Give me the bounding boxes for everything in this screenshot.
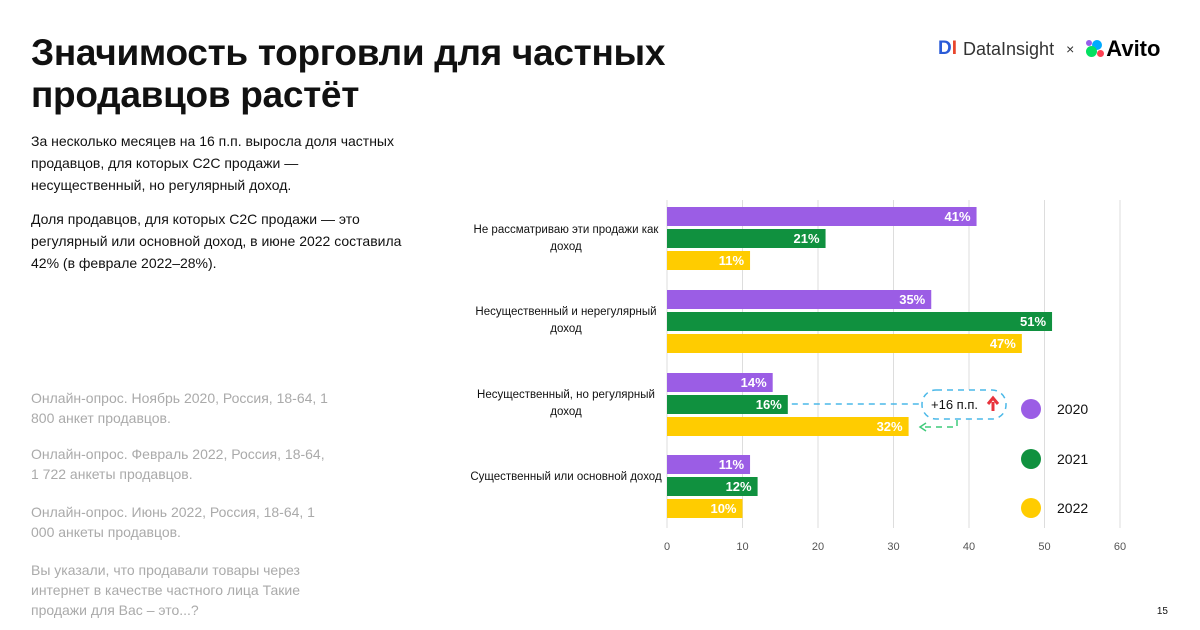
paragraph-2: Доля продавцов, для которых C2C продажи … bbox=[31, 211, 402, 271]
avito-logo: Avito bbox=[1086, 36, 1160, 62]
data-label: 10% bbox=[710, 501, 736, 516]
bar-2021 bbox=[667, 395, 788, 414]
arrow-left-icon bbox=[918, 422, 927, 432]
bar-2022 bbox=[667, 251, 751, 270]
bar-2020 bbox=[667, 207, 977, 226]
bar-2020 bbox=[667, 290, 932, 309]
page-title: Значимость торговли для частных продавцо… bbox=[31, 32, 666, 115]
x-tick-label: 0 bbox=[664, 541, 670, 553]
bar-2020 bbox=[667, 373, 773, 392]
legend-marker-2022 bbox=[1021, 498, 1041, 518]
x-tick-label: 10 bbox=[736, 541, 748, 553]
bar-2022 bbox=[667, 499, 743, 518]
bar-2021 bbox=[667, 229, 826, 248]
category-label: Не рассматриваю эти продажи как доход bbox=[473, 224, 659, 253]
bar-2022 bbox=[667, 417, 909, 436]
category-label: Несущественный и нерегулярный доход bbox=[475, 306, 657, 335]
data-label: 11% bbox=[719, 253, 745, 268]
data-label: 35% bbox=[899, 292, 925, 307]
page-number: 15 bbox=[1156, 606, 1168, 617]
avito-dots-icon bbox=[1086, 40, 1105, 58]
bar-2022 bbox=[667, 334, 1022, 353]
logo-separator: × bbox=[1066, 41, 1075, 57]
data-label: 21% bbox=[794, 231, 820, 246]
x-tick-label: 40 bbox=[963, 541, 975, 553]
source-note-2: Онлайн-опрос. Февраль 2022, Россия, 18-6… bbox=[31, 446, 325, 482]
data-label: 51% bbox=[1020, 314, 1046, 329]
data-label: 11% bbox=[719, 457, 745, 472]
data-label: 47% bbox=[990, 336, 1016, 351]
data-label: 14% bbox=[741, 375, 767, 390]
annotation-text: +16 п.п. bbox=[931, 397, 978, 412]
datainsight-logo-icon: DI bbox=[938, 38, 958, 59]
data-label: 41% bbox=[945, 209, 971, 224]
category-label: Несущественный, но регулярный доход bbox=[477, 389, 655, 418]
x-tick-label: 60 bbox=[1114, 541, 1126, 553]
bar-2021 bbox=[667, 477, 758, 496]
paragraph-1: За несколько месяцев на 16 п.п. выросла … bbox=[31, 133, 394, 193]
annotation-bubble bbox=[921, 389, 1007, 420]
source-note-3: Онлайн-опрос. Июнь 2022, Россия, 18-64, … bbox=[31, 504, 315, 540]
x-tick-label: 20 bbox=[812, 541, 824, 553]
logos: DI DataInsight × Avito bbox=[938, 36, 1160, 62]
avito-logo-text: Avito bbox=[1106, 36, 1161, 61]
legend-marker-2020 bbox=[1021, 399, 1041, 419]
annotation-connector-2022 bbox=[922, 420, 958, 428]
data-label: 12% bbox=[726, 479, 752, 494]
x-tick-label: 50 bbox=[1038, 541, 1050, 553]
legend-label: 2020 bbox=[1057, 401, 1088, 417]
category-label: Существенный или основной доход bbox=[470, 471, 662, 483]
bar-2021 bbox=[667, 312, 1053, 331]
bar-2020 bbox=[667, 455, 751, 474]
source-note-1: Онлайн-опрос. Ноябрь 2020, Россия, 18-64… bbox=[31, 390, 328, 426]
data-label: 16% bbox=[756, 397, 782, 412]
arrow-up-icon bbox=[986, 395, 1000, 411]
legend-label: 2021 bbox=[1057, 451, 1088, 467]
x-tick-label: 30 bbox=[887, 541, 899, 553]
data-label: 32% bbox=[877, 419, 903, 434]
legend-marker-2021 bbox=[1021, 449, 1041, 469]
datainsight-logo-text: DataInsight bbox=[963, 38, 1055, 59]
legend-label: 2022 bbox=[1057, 500, 1088, 516]
survey-question: Вы указали, что продавали товары через и… bbox=[31, 562, 301, 618]
